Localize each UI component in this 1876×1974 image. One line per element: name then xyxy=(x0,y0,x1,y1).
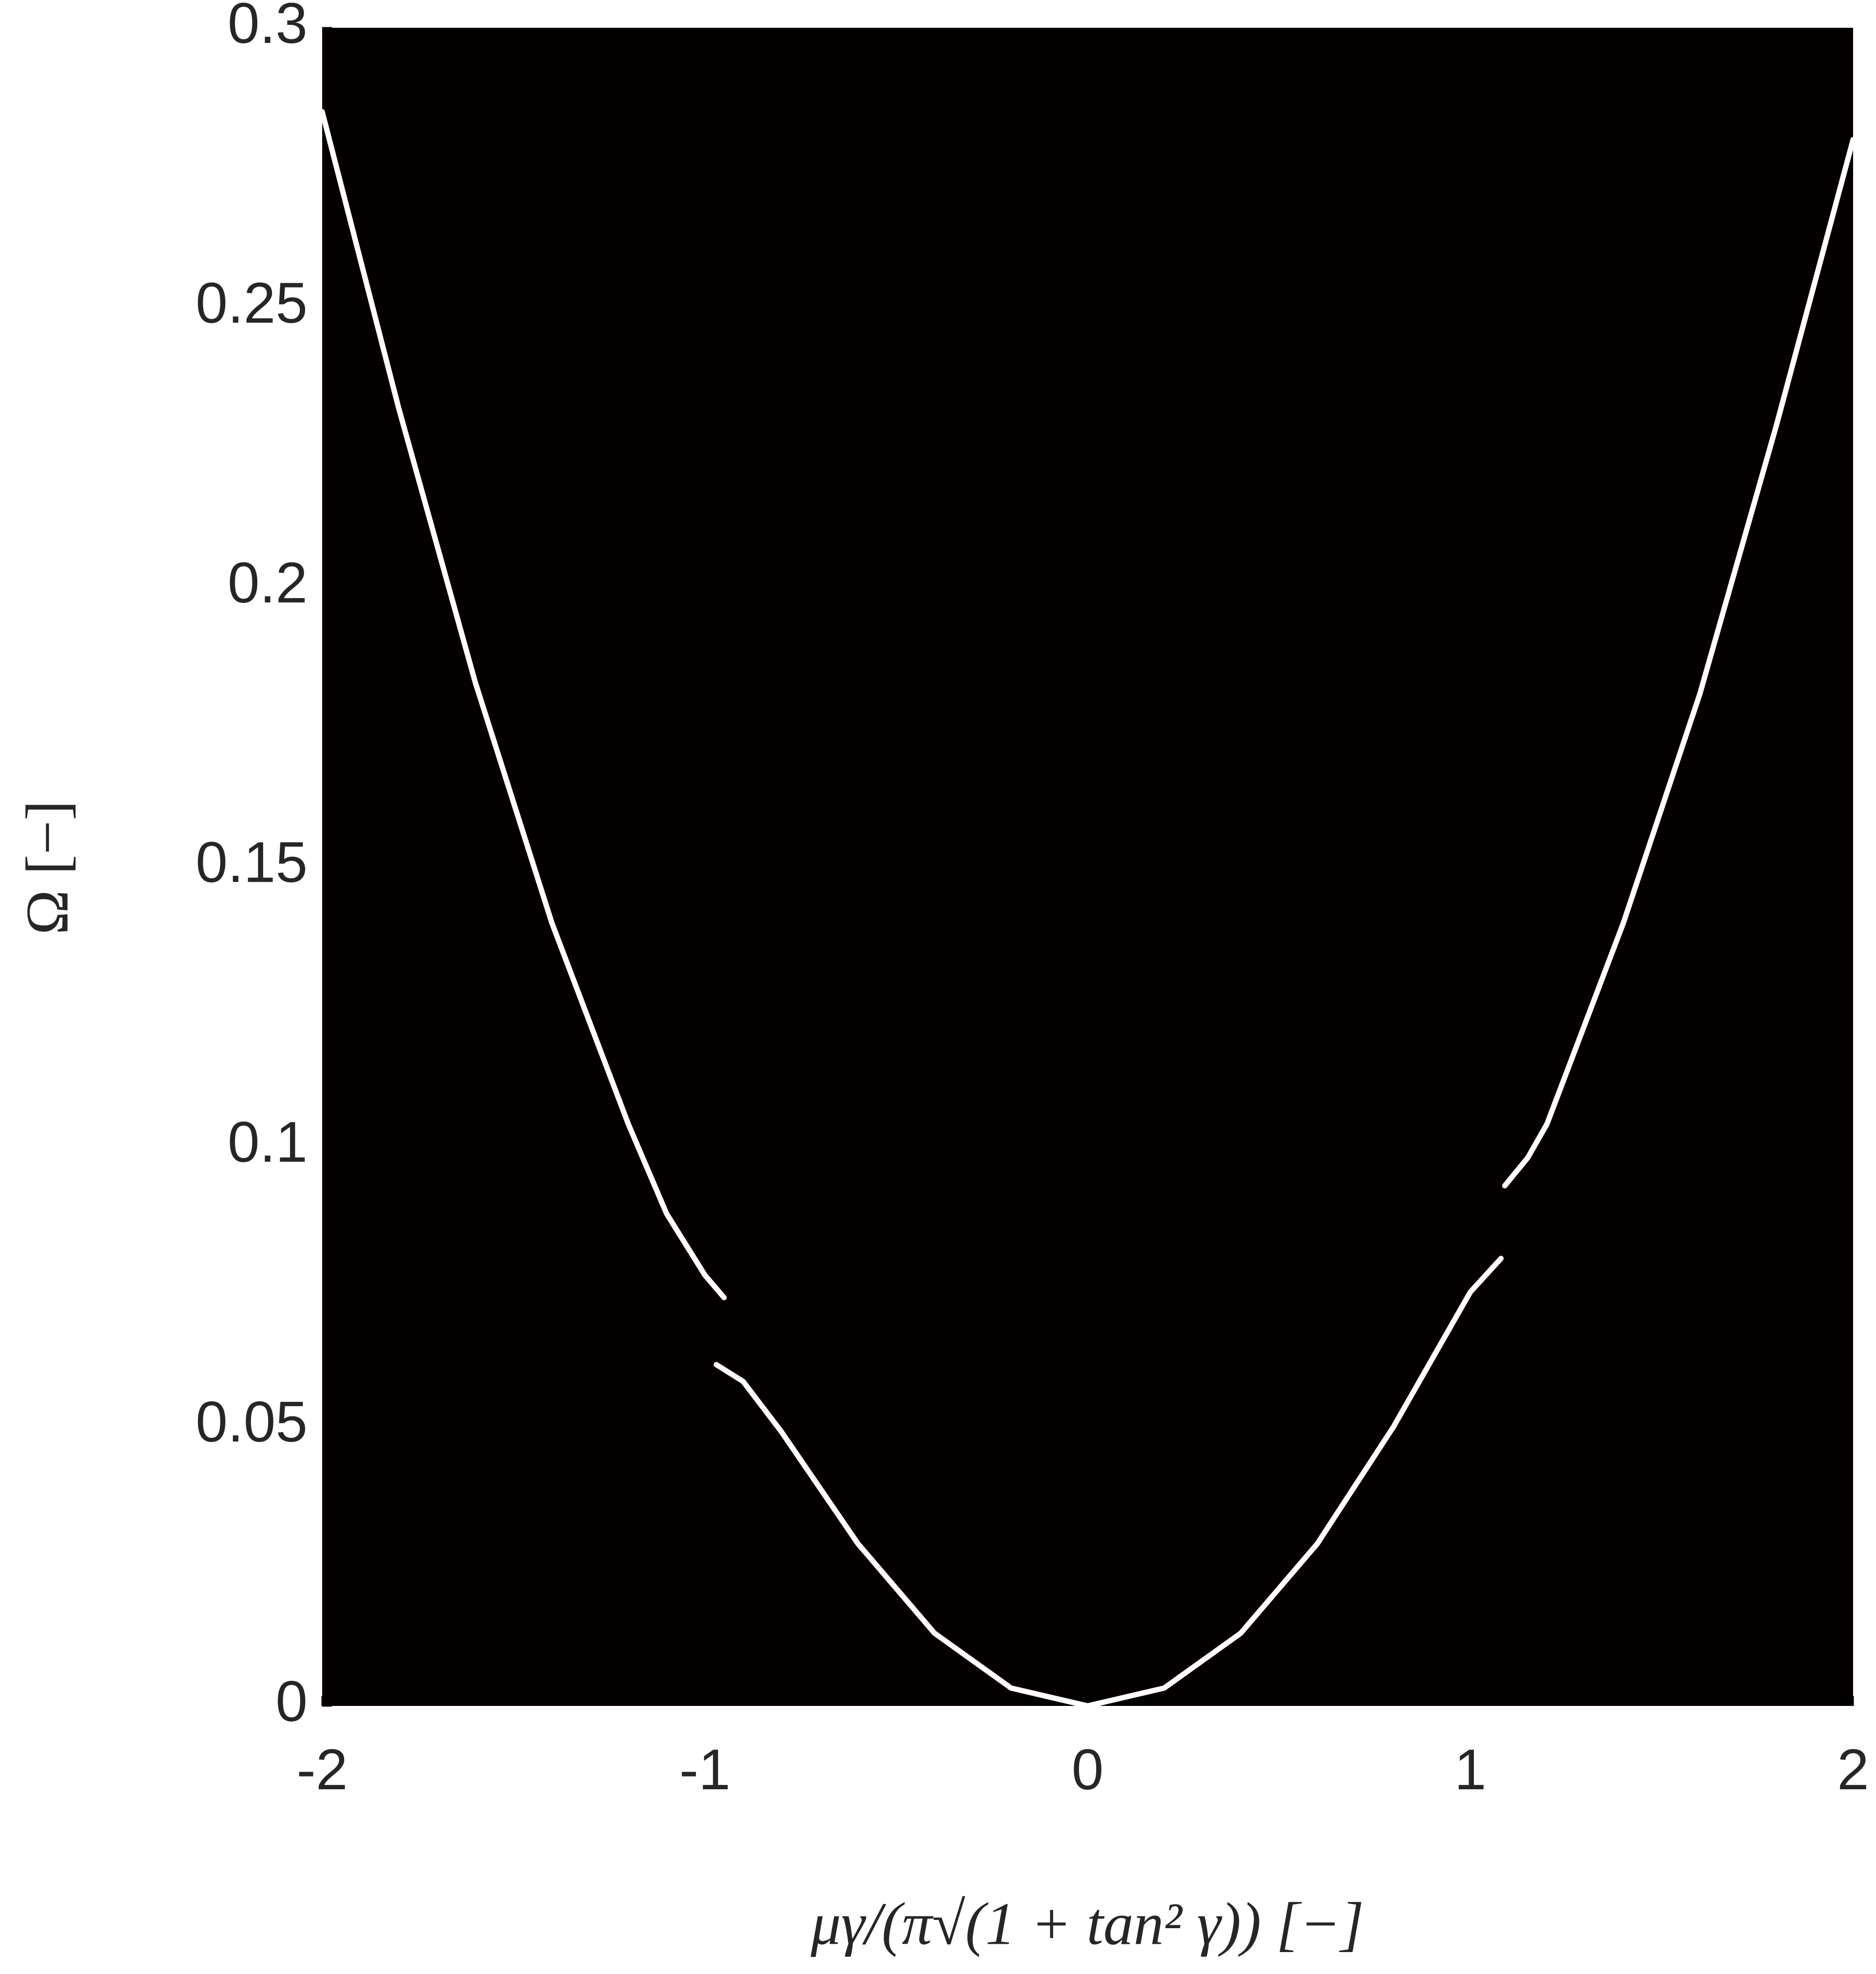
y-tick-label: 0.2 xyxy=(228,551,308,615)
y-tick-label: 0.15 xyxy=(195,831,308,895)
y-tick-label: 0.3 xyxy=(228,0,308,56)
x-tick-label: -1 xyxy=(679,1738,731,1802)
x-tick-label: 2 xyxy=(1837,1738,1869,1802)
y-tick-label: 0.25 xyxy=(195,271,308,335)
x-tick-label: -2 xyxy=(297,1738,348,1802)
x-tick-label: 1 xyxy=(1454,1738,1487,1802)
x-tick-label: 0 xyxy=(1072,1738,1104,1802)
y-tick-label: 0.1 xyxy=(228,1110,308,1175)
y-tick-label: 0.05 xyxy=(195,1390,308,1454)
y-tick-label: 0 xyxy=(275,1669,308,1734)
y-axis-label: Ω [−] xyxy=(14,800,80,935)
plot-background xyxy=(322,28,1853,1706)
curve xyxy=(319,109,1856,1709)
x-axis-label: μγ/(π√(1 + tan² γ)) [−] xyxy=(810,1890,1364,1957)
